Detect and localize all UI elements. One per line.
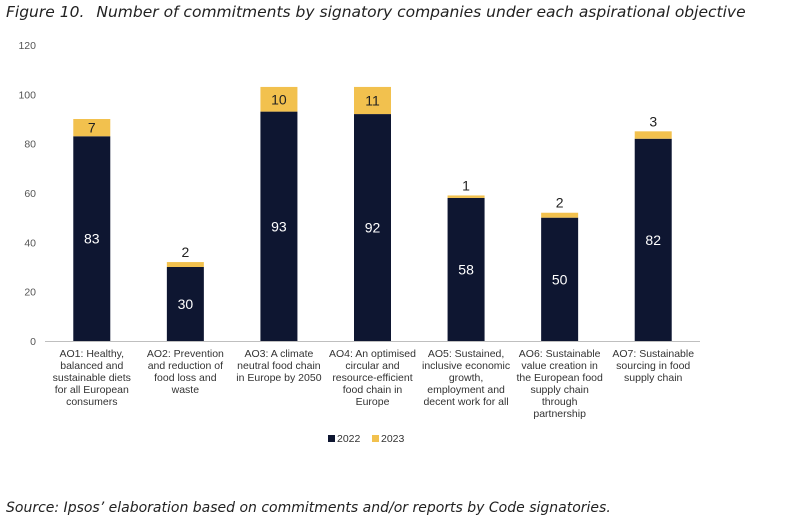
- data-label-2022: 83: [84, 231, 100, 247]
- legend-label-2023: 2023: [381, 433, 405, 445]
- y-tick-label: 80: [24, 139, 36, 151]
- bar-2022: [166, 267, 204, 341]
- legend-swatch-2023: [372, 435, 379, 442]
- x-category-label: AO7: Sustainable sourcing in food supply c…: [612, 348, 694, 384]
- y-tick-label: 60: [24, 188, 36, 200]
- y-tick-label: 20: [24, 287, 36, 299]
- bar-chart: 0 20 40 60 80 100 120 83 7 AO1: Healthy, balanced …: [18, 40, 700, 445]
- data-label-2023: 11: [365, 93, 380, 109]
- bar-2023: [73, 119, 111, 137]
- x-category-label: AO6: Sustainable value creation in the Eur…: [516, 348, 603, 420]
- data-label-2022: 82: [645, 232, 661, 248]
- y-tick-label: 40: [24, 237, 36, 249]
- y-tick-label: 0: [30, 336, 36, 348]
- data-label-2022: 93: [271, 218, 287, 234]
- x-category-label: AO5: Sustained, inclusive economic growth,…: [422, 348, 510, 408]
- data-label-2022: 92: [365, 220, 381, 236]
- legend-swatch-2022: [328, 435, 335, 442]
- bar-2023: [447, 195, 485, 198]
- data-label-2022: 58: [458, 261, 474, 277]
- bar-2023: [166, 262, 204, 267]
- bar-2023: [260, 86, 298, 112]
- data-label-2023: 2: [181, 244, 189, 260]
- bar-2022: [541, 217, 579, 341]
- y-tick-label: 100: [18, 89, 36, 101]
- y-tick-label: 120: [18, 40, 36, 52]
- bar-2023: [354, 86, 391, 115]
- figure-title-text: Number of commitments by signatory compa…: [96, 3, 746, 21]
- x-category-label: AO4: An optimised circular and resource-ef…: [329, 348, 416, 408]
- x-category-label: AO3: A climate neutral food chain in Europ…: [236, 348, 321, 384]
- bar-2022: [73, 136, 111, 341]
- figure-label: Figure 10.: [6, 3, 85, 21]
- figure-title: Figure 10. Number of commitments by signa…: [6, 3, 746, 21]
- bar-2023: [541, 212, 579, 218]
- data-label-2023: 1: [462, 177, 470, 193]
- bar-2022: [354, 114, 391, 341]
- data-label-2023: 7: [88, 120, 96, 136]
- data-label-2023: 2: [556, 195, 564, 211]
- data-label-2023: 10: [271, 91, 287, 107]
- bar-2022: [447, 197, 485, 341]
- data-label-2022: 50: [552, 271, 568, 287]
- bar-2022: [634, 138, 672, 341]
- x-category-label: AO1: Healthy, balanced and sustainable die…: [53, 348, 131, 408]
- data-label-2023: 3: [649, 113, 657, 129]
- bar-2023: [634, 131, 672, 139]
- legend-label-2022: 2022: [337, 433, 361, 445]
- x-category-label: AO2: Prevention and reduction of food loss…: [147, 348, 224, 396]
- source-note: Source: Ipsos’ elaboration based on comm…: [6, 500, 611, 516]
- data-label-2022: 30: [178, 296, 194, 312]
- bar-2022: [260, 111, 298, 341]
